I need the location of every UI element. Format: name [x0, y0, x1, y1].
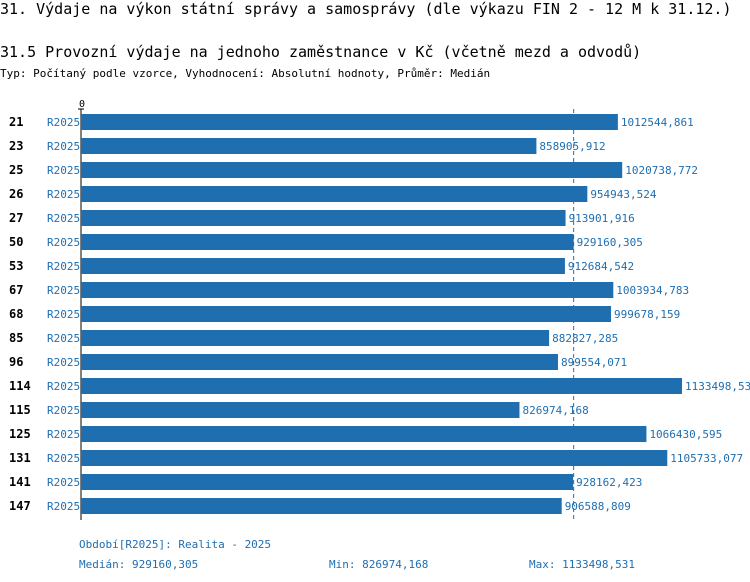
bar	[81, 138, 537, 154]
category-label: 125	[9, 427, 31, 441]
series-label: R2025	[47, 116, 80, 129]
bar	[81, 186, 588, 202]
series-label: R2025	[47, 188, 80, 201]
series-label: R2025	[47, 260, 80, 273]
value-label: 929160,305	[577, 236, 643, 249]
series-label: R2025	[47, 212, 80, 225]
bar	[81, 426, 647, 442]
value-label: 906588,809	[565, 500, 631, 513]
category-label: 50	[9, 235, 23, 249]
value-label: 928162,423	[576, 476, 642, 489]
bar	[81, 114, 618, 130]
category-label: 115	[9, 403, 31, 417]
footer-median: Medián: 929160,305	[79, 558, 199, 571]
footer-period: Období[R2025]: Realita - 2025	[79, 538, 272, 551]
category-label: 67	[9, 283, 23, 297]
x-axis-zero-label: 0	[79, 99, 85, 110]
value-label: 1003934,783	[616, 284, 689, 297]
bar	[81, 450, 668, 466]
category-label: 23	[9, 139, 23, 153]
value-label: 1012544,861	[621, 116, 694, 129]
category-label: 26	[9, 187, 23, 201]
series-label: R2025	[47, 380, 80, 393]
series-label: R2025	[47, 140, 80, 153]
bar	[81, 306, 612, 322]
category-label: 131	[9, 451, 31, 465]
bar	[81, 258, 565, 274]
bar	[81, 354, 558, 370]
bar	[81, 210, 566, 226]
category-label: 68	[9, 307, 23, 321]
chart-info: Typ: Počítaný podle vzorce, Vyhodnocení:…	[0, 67, 491, 80]
series-label: R2025	[47, 236, 80, 249]
value-label: 882827,285	[552, 332, 618, 345]
category-label: 147	[9, 499, 31, 513]
bar	[81, 378, 682, 394]
bar	[81, 234, 574, 250]
value-label: 999678,159	[614, 308, 680, 321]
category-label: 25	[9, 163, 23, 177]
value-label: 858905,912	[539, 140, 605, 153]
series-label: R2025	[47, 284, 80, 297]
value-label: 1066430,595	[649, 428, 722, 441]
series-label: R2025	[47, 164, 80, 177]
bar-chart: 0 21 R2025 1012544,861 23 R2025 858905,912 25 R2…	[9, 99, 750, 520]
value-label: 826974,168	[522, 404, 588, 417]
bar	[81, 330, 550, 346]
category-label: 141	[9, 475, 31, 489]
chart-title: 31.5 Provozní výdaje na jednoho zaměstna…	[0, 43, 642, 61]
value-label: 912684,542	[568, 260, 634, 273]
value-label: 1133498,531	[685, 380, 750, 393]
page-title: 31. Výdaje na výkon státní správy a samo…	[0, 0, 732, 18]
footer-min: Min: 826974,168	[329, 558, 429, 571]
footer-max: Max: 1133498,531	[529, 558, 635, 571]
series-label: R2025	[47, 452, 80, 465]
category-label: 96	[9, 355, 23, 369]
category-label: 85	[9, 331, 23, 345]
bar	[81, 282, 614, 298]
bar	[81, 498, 562, 514]
series-label: R2025	[47, 332, 80, 345]
series-label: R2025	[47, 500, 80, 513]
bar	[81, 402, 520, 418]
value-label: 899554,071	[561, 356, 627, 369]
series-label: R2025	[47, 404, 80, 417]
value-label: 954943,524	[590, 188, 657, 201]
category-label: 21	[9, 115, 23, 129]
bar	[81, 474, 574, 490]
series-label: R2025	[47, 356, 80, 369]
series-label: R2025	[47, 476, 80, 489]
value-label: 1020738,772	[625, 164, 698, 177]
value-label: 913901,916	[569, 212, 635, 225]
value-label: 1105733,077	[670, 452, 743, 465]
series-label: R2025	[47, 308, 80, 321]
category-label: 114	[9, 379, 31, 393]
series-label: R2025	[47, 428, 80, 441]
bar	[81, 162, 623, 178]
category-label: 53	[9, 259, 23, 273]
category-label: 27	[9, 211, 23, 225]
